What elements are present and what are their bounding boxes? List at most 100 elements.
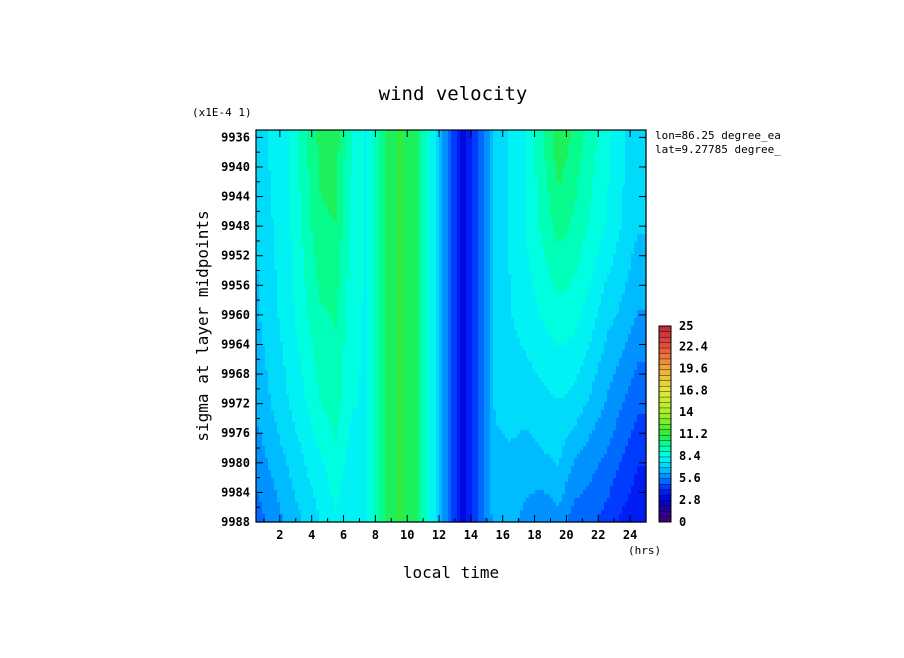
heatmap-cell xyxy=(373,170,377,175)
heatmap-cell xyxy=(400,138,404,143)
heatmap-cell xyxy=(415,134,419,139)
heatmap-cell xyxy=(316,138,320,143)
heatmap-cell xyxy=(562,182,566,187)
heatmap-cell xyxy=(364,174,368,179)
heatmap-cell xyxy=(610,162,614,167)
heatmap-cell xyxy=(412,206,416,211)
heatmap-cell xyxy=(352,146,356,151)
heatmap-cell xyxy=(388,214,392,219)
heatmap-cell xyxy=(478,214,482,219)
heatmap-cell xyxy=(559,182,563,187)
heatmap-cell xyxy=(370,182,374,187)
heatmap-cell xyxy=(565,194,569,199)
heatmap-cell xyxy=(421,146,425,151)
heatmap-cell xyxy=(313,206,317,211)
heatmap-cell xyxy=(430,194,434,199)
heatmap-cell xyxy=(520,130,524,135)
heatmap-cell xyxy=(340,186,344,191)
heatmap-cell xyxy=(565,190,569,195)
heatmap-cell xyxy=(508,158,512,163)
heatmap-cell xyxy=(628,150,632,155)
heatmap-cell xyxy=(334,214,338,219)
heatmap-cell xyxy=(379,206,383,211)
heatmap-cell xyxy=(589,130,593,135)
heatmap-cell xyxy=(493,210,497,215)
heatmap-cell xyxy=(625,162,629,167)
heatmap-cell xyxy=(496,154,500,159)
heatmap-cell xyxy=(307,194,311,199)
heatmap-cell xyxy=(325,182,329,187)
heatmap-cell xyxy=(442,134,446,139)
heatmap-cell xyxy=(529,178,533,183)
heatmap-cell xyxy=(505,170,509,175)
heatmap-cell xyxy=(625,154,629,159)
heatmap-cell xyxy=(640,146,644,151)
heatmap-cell xyxy=(286,190,290,195)
heatmap-cell xyxy=(337,158,341,163)
heatmap-cell xyxy=(490,158,494,163)
heatmap-cell xyxy=(382,150,386,155)
heatmap-cell xyxy=(577,198,581,203)
heatmap-cell xyxy=(574,162,578,167)
heatmap-cell xyxy=(289,178,293,183)
heatmap-cell xyxy=(337,166,341,171)
heatmap-cell xyxy=(640,150,644,155)
heatmap-cell xyxy=(361,138,365,143)
heatmap-cell xyxy=(403,158,407,163)
heatmap-cell xyxy=(466,178,470,183)
heatmap-cell xyxy=(349,150,353,155)
heatmap-cell xyxy=(553,194,557,199)
heatmap-cell xyxy=(643,190,647,195)
heatmap-cell xyxy=(259,202,263,207)
heatmap-cell xyxy=(604,178,608,183)
heatmap-cell xyxy=(430,162,434,167)
heatmap-cell xyxy=(298,210,302,215)
heatmap-cell xyxy=(265,158,269,163)
heatmap-cell xyxy=(343,130,347,135)
heatmap-cell xyxy=(568,170,572,175)
heatmap-cell xyxy=(517,210,521,215)
heatmap-cell xyxy=(472,198,476,203)
heatmap-cell xyxy=(511,206,515,211)
heatmap-cell xyxy=(463,202,467,207)
heatmap-cell xyxy=(415,214,419,219)
heatmap-cell xyxy=(301,194,305,199)
heatmap-cell xyxy=(421,214,425,219)
heatmap-cell xyxy=(358,158,362,163)
heatmap-cell xyxy=(433,182,437,187)
heatmap-cell xyxy=(478,202,482,207)
heatmap-cell xyxy=(466,166,470,171)
heatmap-cell xyxy=(502,190,506,195)
heatmap-cell xyxy=(574,190,578,195)
heatmap-cell xyxy=(379,158,383,163)
heatmap-cell xyxy=(634,178,638,183)
heatmap-cell xyxy=(547,170,551,175)
heatmap-cell xyxy=(493,202,497,207)
heatmap-cell xyxy=(484,146,488,151)
heatmap-cell xyxy=(559,190,563,195)
heatmap-cell xyxy=(433,214,437,219)
heatmap-cell xyxy=(493,186,497,191)
heatmap-cell xyxy=(613,178,617,183)
heatmap-cell xyxy=(274,182,278,187)
heatmap-cell xyxy=(340,146,344,151)
heatmap-cell xyxy=(547,178,551,183)
heatmap-cell xyxy=(475,202,479,207)
heatmap-cell xyxy=(310,166,314,171)
heatmap-cell xyxy=(457,214,461,219)
heatmap-cell xyxy=(382,158,386,163)
heatmap-cell xyxy=(562,174,566,179)
heatmap-cell xyxy=(634,134,638,139)
heatmap-cell xyxy=(535,154,539,159)
heatmap-cell xyxy=(298,146,302,151)
heatmap-cell xyxy=(550,146,554,151)
heatmap-cell xyxy=(460,202,464,207)
heatmap-cell xyxy=(541,142,545,147)
heatmap-cell xyxy=(493,154,497,159)
heatmap-cell xyxy=(631,174,635,179)
heatmap-cell xyxy=(511,170,515,175)
heatmap-cell xyxy=(499,142,503,147)
heatmap-cell xyxy=(535,162,539,167)
heatmap-cell xyxy=(541,146,545,151)
heatmap-cell xyxy=(556,150,560,155)
